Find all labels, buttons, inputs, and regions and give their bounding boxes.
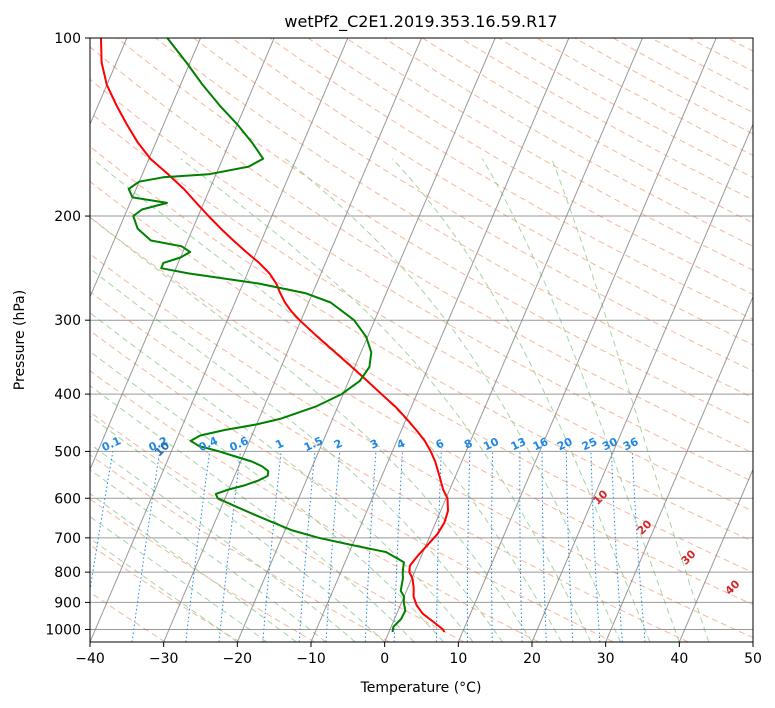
x-tick-label: 30: [597, 651, 615, 667]
isotherm-line: [531, 123, 753, 642]
isotherm-line: [605, 295, 753, 642]
mixing-ratio-label: 30: [600, 435, 620, 453]
x-tick-label: 20: [523, 651, 541, 667]
x-tick-label: −40: [75, 651, 105, 667]
mixing-ratio-label: 20: [555, 435, 575, 453]
isotherm-line: [163, 38, 422, 642]
isotherm-line: [310, 38, 570, 642]
dry-adiabat: [90, 370, 540, 642]
chart-title: wetPf2_C2E1.2019.353.16.59.R17: [284, 12, 557, 32]
mixing-ratio-label: 10: [481, 435, 501, 453]
x-tick-label: −30: [149, 651, 179, 667]
moist-adiabat: [90, 216, 533, 642]
x-axis-label: Temperature (°C): [360, 680, 482, 696]
y-tick-label: 600: [54, 491, 81, 507]
y-tick-label: 800: [54, 565, 81, 581]
y-axis-ticks: 1000 900 800 700 600 500 400 300 200 100: [45, 31, 90, 638]
dry-adiabat: [90, 46, 753, 454]
isotherm-line: [90, 38, 349, 642]
y-tick-label: 100: [54, 31, 81, 47]
temperature-line: [100, 38, 449, 633]
dry-adiabat: [269, 38, 753, 320]
dewpoint-line: [127, 38, 407, 633]
isotherm-line: [457, 38, 717, 642]
dry-adiabat: [90, 330, 614, 642]
dry-adiabat: [90, 253, 753, 639]
plot-frame: [89, 37, 754, 643]
y-tick-label: 300: [54, 313, 81, 329]
moist-adiabat: [90, 267, 503, 642]
isotherm-line: [90, 38, 201, 299]
mixing-ratio-label: 25: [580, 435, 599, 453]
mixing-ratio-line: [262, 451, 282, 642]
dry-adiabat: [90, 498, 315, 642]
x-tick-label: −20: [223, 651, 253, 667]
dry-adiabat: [90, 216, 753, 606]
isotherm-line: [678, 468, 753, 642]
dry-adiabat: [193, 38, 753, 372]
mixing-ratio-line: [185, 451, 211, 642]
mixing-ratio-line: [218, 451, 241, 642]
mixing-ratio-label: 36: [621, 435, 641, 453]
profile-lines: [100, 38, 449, 633]
dry-adiabat: [117, 38, 753, 426]
y-tick-label: 700: [54, 531, 81, 547]
x-axis-ticks: −40 −30 −20 −10 0 10 20 30 40 50: [75, 642, 762, 667]
gridlines: [90, 38, 753, 642]
mixing-ratio-label: 13: [509, 435, 528, 453]
x-tick-label: 10: [449, 651, 467, 667]
isotherm-line: [384, 38, 643, 642]
x-tick-label: 40: [670, 651, 688, 667]
y-tick-label: 500: [54, 444, 81, 460]
x-tick-label: 0: [380, 651, 389, 667]
y-tick-label: 900: [54, 595, 81, 611]
y-tick-label: 400: [54, 387, 81, 403]
y-tick-label: 1000: [45, 622, 81, 638]
isotherm-line: [90, 38, 275, 471]
x-tick-label: −10: [296, 651, 326, 667]
mixing-ratio-line: [90, 451, 114, 593]
dry-adiabat: [90, 411, 465, 642]
x-tick-label: 50: [744, 651, 762, 667]
dry-adiabat: [90, 291, 689, 642]
dry-adiabat: [155, 38, 753, 399]
y-axis-label: Pressure (hPa): [12, 290, 28, 390]
mixing-ratio-label: 16: [531, 435, 551, 453]
y-tick-label: 200: [54, 209, 81, 225]
